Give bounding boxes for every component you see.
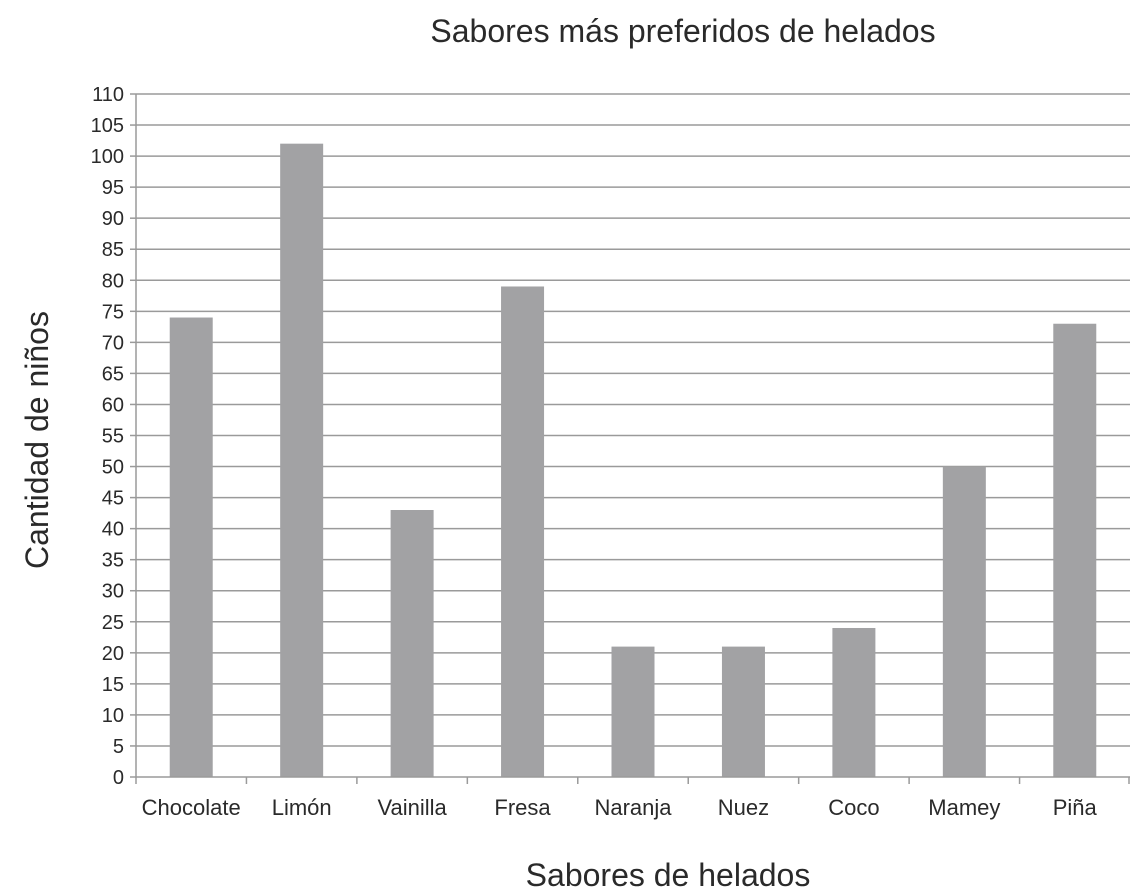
chart-title: Sabores más preferidos de helados (430, 13, 935, 49)
x-tick-label: Naranja (594, 795, 672, 820)
x-tick-label: Nuez (718, 795, 769, 820)
bar (721, 646, 765, 777)
y-tick-label: 60 (102, 394, 124, 416)
x-axis-ticks: Chocolate Limón Vainilla Fresa Naranja Nuez Co… (135, 777, 1130, 820)
y-tick-label: 25 (102, 612, 124, 634)
y-tick-label: 5 (113, 736, 124, 758)
x-tick-label: Fresa (494, 795, 551, 820)
axes (135, 94, 1130, 778)
bar (611, 646, 655, 777)
y-tick-label: 110 (92, 84, 124, 106)
y-axis-title: Cantidad de niños (19, 311, 55, 569)
y-tick-label: 10 (102, 705, 124, 727)
bar (280, 143, 324, 777)
y-tick-label: 20 (102, 643, 124, 665)
x-tick-label: Limón (272, 795, 332, 820)
x-tick-label: Mamey (928, 795, 1000, 820)
y-tick-label: 65 (102, 363, 124, 385)
y-tick-label: 85 (102, 239, 124, 261)
y-tick-label: 70 (102, 332, 124, 354)
x-tick-label: Coco (828, 795, 879, 820)
bars (169, 143, 1097, 777)
y-tick-label: 75 (102, 301, 124, 323)
x-tick-label: Vainilla (377, 795, 447, 820)
y-tick-label: 90 (102, 208, 124, 230)
bar (832, 627, 876, 777)
x-axis-title: Sabores de helados (526, 857, 811, 893)
y-tick-label: 30 (102, 581, 124, 603)
bar (942, 466, 986, 777)
y-tick-label: 95 (102, 177, 124, 199)
y-axis-ticks: 0 5 10 15 20 25 30 35 40 45 50 55 60 65 70 75 80 85 90 95 10… (91, 84, 136, 789)
y-tick-label: 45 (102, 488, 124, 510)
bar (501, 286, 545, 777)
y-tick-label: 50 (102, 457, 124, 479)
y-tick-label: 35 (102, 550, 124, 572)
y-tick-label: 80 (102, 270, 124, 292)
y-tick-label: 55 (102, 426, 124, 448)
y-tick-label: 100 (91, 146, 124, 168)
bar (169, 317, 213, 777)
x-tick-label: Piña (1053, 795, 1098, 820)
bar (390, 510, 434, 777)
y-tick-label: 40 (102, 519, 124, 541)
y-tick-label: 0 (113, 767, 124, 789)
bar (1053, 323, 1097, 777)
y-tick-label: 105 (91, 115, 124, 137)
y-tick-label: 15 (102, 674, 124, 696)
x-tick-label: Chocolate (142, 795, 241, 820)
